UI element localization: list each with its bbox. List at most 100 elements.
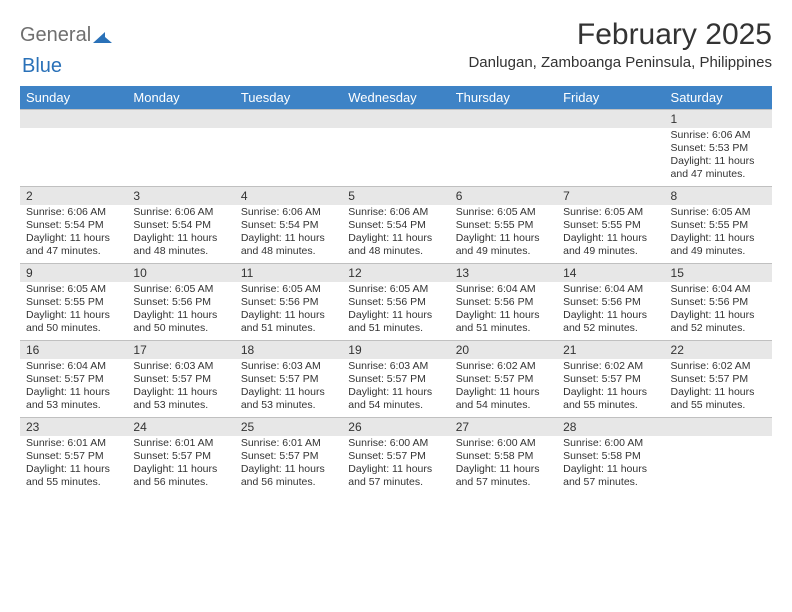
day-body: Sunrise: 6:01 AMSunset: 5:57 PMDaylight:… bbox=[235, 436, 342, 494]
day-number: 24 bbox=[127, 418, 234, 436]
day-body: Sunrise: 6:06 AMSunset: 5:54 PMDaylight:… bbox=[20, 205, 127, 263]
day-line: Daylight: 11 hours and 54 minutes. bbox=[456, 386, 551, 412]
day-number: 19 bbox=[342, 341, 449, 359]
day-line: Sunrise: 6:06 AM bbox=[348, 206, 443, 219]
day-line: Sunset: 5:54 PM bbox=[348, 219, 443, 232]
day-line: Daylight: 11 hours and 57 minutes. bbox=[348, 463, 443, 489]
day-number: 21 bbox=[557, 341, 664, 359]
day-line: Sunrise: 6:03 AM bbox=[133, 360, 228, 373]
day-number: 7 bbox=[557, 187, 664, 205]
logo-triangle-icon bbox=[93, 28, 113, 44]
week-2-daynums: 9101112131415 bbox=[20, 263, 772, 282]
day-line: Daylight: 11 hours and 49 minutes. bbox=[456, 232, 551, 258]
location-subtitle: Danlugan, Zamboanga Peninsula, Philippin… bbox=[468, 54, 772, 71]
day-number: 17 bbox=[127, 341, 234, 359]
day-line: Sunrise: 6:01 AM bbox=[241, 437, 336, 450]
day-body bbox=[557, 128, 664, 186]
day-number: 3 bbox=[127, 187, 234, 205]
day-line: Sunrise: 6:06 AM bbox=[26, 206, 121, 219]
day-line: Sunset: 5:53 PM bbox=[671, 142, 766, 155]
dow-wednesday: Wednesday bbox=[342, 86, 449, 109]
day-line: Sunset: 5:57 PM bbox=[241, 450, 336, 463]
calendar-grid: SundayMondayTuesdayWednesdayThursdayFrid… bbox=[20, 86, 772, 494]
logo-text-blue: Blue bbox=[22, 55, 62, 77]
day-line: Sunset: 5:56 PM bbox=[241, 296, 336, 309]
day-line: Sunrise: 6:04 AM bbox=[671, 283, 766, 296]
day-number: 26 bbox=[342, 418, 449, 436]
dow-sunday: Sunday bbox=[20, 86, 127, 109]
day-line: Daylight: 11 hours and 53 minutes. bbox=[26, 386, 121, 412]
day-line: Daylight: 11 hours and 51 minutes. bbox=[456, 309, 551, 335]
logo-text-general: General bbox=[20, 24, 91, 47]
day-body: Sunrise: 6:04 AMSunset: 5:56 PMDaylight:… bbox=[557, 282, 664, 340]
day-line: Sunset: 5:54 PM bbox=[26, 219, 121, 232]
day-line: Sunset: 5:57 PM bbox=[26, 450, 121, 463]
day-line: Sunset: 5:55 PM bbox=[456, 219, 551, 232]
day-line: Sunrise: 6:05 AM bbox=[671, 206, 766, 219]
day-line: Sunset: 5:57 PM bbox=[456, 373, 551, 386]
day-line: Sunset: 5:57 PM bbox=[133, 373, 228, 386]
day-body: Sunrise: 6:03 AMSunset: 5:57 PMDaylight:… bbox=[342, 359, 449, 417]
day-body bbox=[127, 128, 234, 186]
day-body: Sunrise: 6:03 AMSunset: 5:57 PMDaylight:… bbox=[127, 359, 234, 417]
day-of-week-header: SundayMondayTuesdayWednesdayThursdayFrid… bbox=[20, 86, 772, 109]
day-line: Sunrise: 6:02 AM bbox=[456, 360, 551, 373]
day-line: Sunset: 5:58 PM bbox=[563, 450, 658, 463]
day-line: Sunset: 5:54 PM bbox=[133, 219, 228, 232]
day-body: Sunrise: 6:04 AMSunset: 5:57 PMDaylight:… bbox=[20, 359, 127, 417]
week-1-daynums: 2345678 bbox=[20, 186, 772, 205]
day-number: 9 bbox=[20, 264, 127, 282]
day-body: Sunrise: 6:05 AMSunset: 5:55 PMDaylight:… bbox=[450, 205, 557, 263]
dow-thursday: Thursday bbox=[450, 86, 557, 109]
day-body bbox=[235, 128, 342, 186]
day-number bbox=[127, 110, 234, 128]
dow-friday: Friday bbox=[557, 86, 664, 109]
day-number: 10 bbox=[127, 264, 234, 282]
day-body bbox=[665, 436, 772, 494]
day-body: Sunrise: 6:05 AMSunset: 5:56 PMDaylight:… bbox=[235, 282, 342, 340]
day-number: 25 bbox=[235, 418, 342, 436]
day-line: Sunrise: 6:00 AM bbox=[563, 437, 658, 450]
day-body: Sunrise: 6:00 AMSunset: 5:58 PMDaylight:… bbox=[450, 436, 557, 494]
day-line: Sunrise: 6:01 AM bbox=[133, 437, 228, 450]
day-line: Sunrise: 6:06 AM bbox=[241, 206, 336, 219]
day-line: Daylight: 11 hours and 53 minutes. bbox=[133, 386, 228, 412]
day-number bbox=[665, 418, 772, 436]
day-number bbox=[20, 110, 127, 128]
day-body: Sunrise: 6:04 AMSunset: 5:56 PMDaylight:… bbox=[450, 282, 557, 340]
day-line: Sunset: 5:57 PM bbox=[241, 373, 336, 386]
day-body: Sunrise: 6:04 AMSunset: 5:56 PMDaylight:… bbox=[665, 282, 772, 340]
day-number: 15 bbox=[665, 264, 772, 282]
day-line: Daylight: 11 hours and 50 minutes. bbox=[26, 309, 121, 335]
day-number bbox=[342, 110, 449, 128]
day-number: 12 bbox=[342, 264, 449, 282]
day-line: Sunrise: 6:00 AM bbox=[348, 437, 443, 450]
day-line: Daylight: 11 hours and 55 minutes. bbox=[26, 463, 121, 489]
day-number: 4 bbox=[235, 187, 342, 205]
day-body bbox=[450, 128, 557, 186]
day-body: Sunrise: 6:02 AMSunset: 5:57 PMDaylight:… bbox=[557, 359, 664, 417]
day-line: Sunrise: 6:05 AM bbox=[456, 206, 551, 219]
day-body: Sunrise: 6:05 AMSunset: 5:56 PMDaylight:… bbox=[127, 282, 234, 340]
day-line: Daylight: 11 hours and 48 minutes. bbox=[133, 232, 228, 258]
day-line: Sunrise: 6:03 AM bbox=[348, 360, 443, 373]
day-line: Daylight: 11 hours and 57 minutes. bbox=[456, 463, 551, 489]
day-line: Sunset: 5:56 PM bbox=[671, 296, 766, 309]
day-body: Sunrise: 6:01 AMSunset: 5:57 PMDaylight:… bbox=[127, 436, 234, 494]
day-body: Sunrise: 6:06 AMSunset: 5:54 PMDaylight:… bbox=[127, 205, 234, 263]
day-number: 23 bbox=[20, 418, 127, 436]
day-number: 2 bbox=[20, 187, 127, 205]
day-number: 11 bbox=[235, 264, 342, 282]
day-line: Daylight: 11 hours and 52 minutes. bbox=[563, 309, 658, 335]
week-4-body: Sunrise: 6:01 AMSunset: 5:57 PMDaylight:… bbox=[20, 436, 772, 494]
day-body: Sunrise: 6:05 AMSunset: 5:56 PMDaylight:… bbox=[342, 282, 449, 340]
day-line: Sunset: 5:56 PM bbox=[133, 296, 228, 309]
week-0-body: Sunrise: 6:06 AMSunset: 5:53 PMDaylight:… bbox=[20, 128, 772, 186]
day-number: 5 bbox=[342, 187, 449, 205]
day-line: Sunset: 5:56 PM bbox=[563, 296, 658, 309]
week-3-daynums: 16171819202122 bbox=[20, 340, 772, 359]
week-1-body: Sunrise: 6:06 AMSunset: 5:54 PMDaylight:… bbox=[20, 205, 772, 263]
day-line: Sunrise: 6:04 AM bbox=[456, 283, 551, 296]
weeks-container: 1Sunrise: 6:06 AMSunset: 5:53 PMDaylight… bbox=[20, 109, 772, 494]
day-number: 6 bbox=[450, 187, 557, 205]
